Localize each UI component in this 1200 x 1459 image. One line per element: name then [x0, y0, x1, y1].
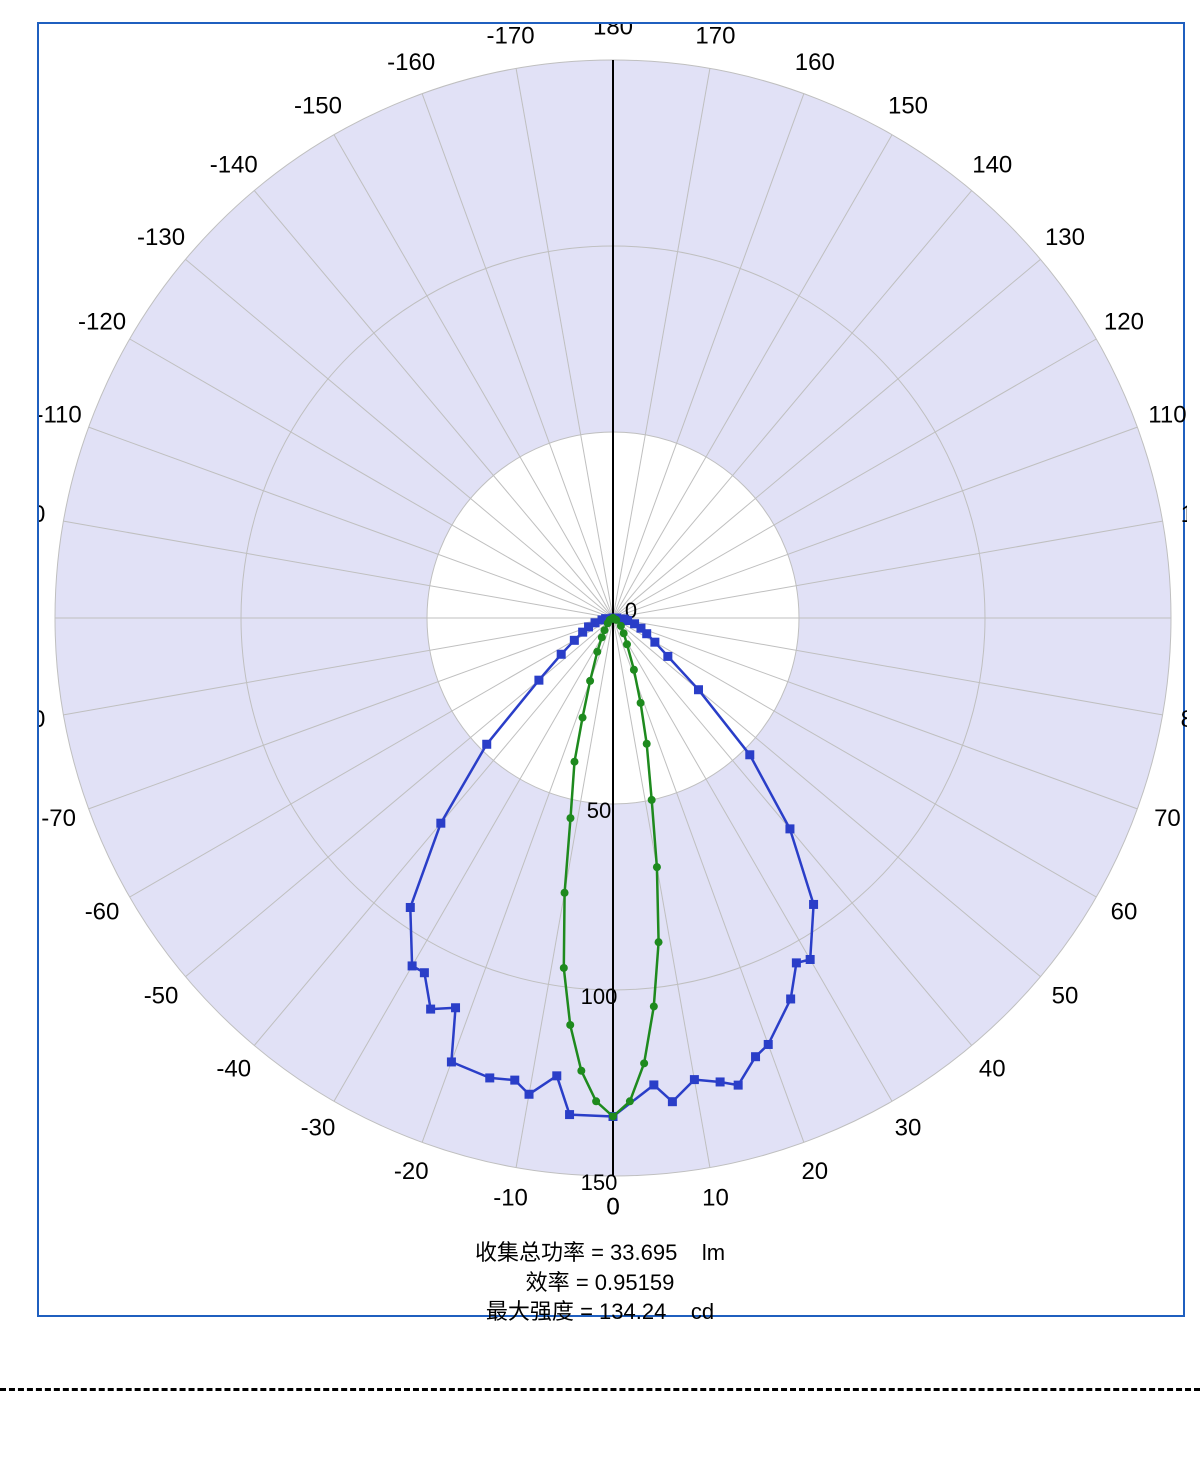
svg-text:-160: -160 [387, 49, 435, 76]
svg-text:60: 60 [1111, 898, 1138, 925]
info-sp [683, 1240, 695, 1265]
svg-text:-120: -120 [78, 308, 126, 335]
info-line-efficiency: 效率 = 0.95159 [0, 1268, 1200, 1298]
svg-text:170: 170 [695, 24, 735, 49]
svg-text:140: 140 [972, 151, 1012, 178]
svg-text:-20: -20 [394, 1158, 429, 1185]
info-value-efficiency: 0.95159 [595, 1270, 675, 1295]
svg-text:70: 70 [1154, 805, 1181, 832]
info-line-power: 收集总功率 = 33.695 lm [0, 1238, 1200, 1268]
info-sp [672, 1299, 684, 1324]
svg-text:40: 40 [979, 1055, 1006, 1082]
chart-frame: -170-160-150-140-130-120-11000080-70-60-… [37, 22, 1185, 1317]
info-line-maxintensity: 最大强度 = 134.24 cd [0, 1297, 1200, 1327]
info-value-power: 33.695 [610, 1240, 677, 1265]
info-label-maxintensity: 最大强度 [486, 1299, 574, 1324]
info-unit-maxintensity: cd [691, 1299, 714, 1324]
info-label-power: 收集总功率 [475, 1240, 585, 1265]
svg-text:100: 100 [581, 984, 618, 1009]
svg-text:-70: -70 [41, 805, 76, 832]
svg-text:80: 80 [39, 706, 45, 733]
svg-text:80: 80 [1181, 706, 1187, 733]
svg-text:150: 150 [888, 92, 928, 119]
svg-text:50: 50 [587, 798, 611, 823]
svg-text:120: 120 [1104, 308, 1144, 335]
polar-chart: -170-160-150-140-130-120-11000080-70-60-… [39, 24, 1187, 1319]
svg-text:20: 20 [801, 1158, 828, 1185]
info-value-maxintensity: 134.24 [599, 1299, 666, 1324]
info-eq: = [576, 1270, 595, 1295]
svg-text:00: 00 [39, 501, 45, 528]
svg-text:130: 130 [1045, 224, 1085, 251]
chart-info-block: 收集总功率 = 33.695 lm 效率 = 0.95159 最大强度 = 13… [0, 1238, 1200, 1327]
info-eq: = [580, 1299, 599, 1324]
info-unit-power: lm [702, 1240, 725, 1265]
page-root: -170-160-150-140-130-120-11000080-70-60-… [0, 0, 1200, 1459]
svg-text:-50: -50 [144, 983, 179, 1010]
svg-text:110: 110 [1148, 402, 1186, 429]
svg-text:-150: -150 [294, 92, 342, 119]
svg-text:-60: -60 [85, 898, 120, 925]
svg-text:160: 160 [795, 49, 835, 76]
svg-text:10: 10 [702, 1184, 729, 1211]
svg-text:-110: -110 [39, 402, 82, 429]
svg-text:-170: -170 [487, 24, 535, 49]
svg-text:180: 180 [593, 24, 633, 40]
svg-text:50: 50 [1052, 983, 1079, 1010]
info-eq: = [591, 1240, 610, 1265]
svg-text:150: 150 [581, 1170, 618, 1195]
svg-text:-130: -130 [137, 224, 185, 251]
svg-text:30: 30 [895, 1114, 922, 1141]
svg-text:-10: -10 [493, 1184, 528, 1211]
svg-text:-30: -30 [301, 1114, 336, 1141]
svg-text:10: 10 [1181, 501, 1187, 528]
svg-text:-40: -40 [216, 1055, 251, 1082]
svg-text:0: 0 [606, 1193, 619, 1220]
svg-text:-140: -140 [210, 151, 258, 178]
info-label-efficiency: 效率 [526, 1270, 570, 1295]
dashed-separator [0, 1388, 1200, 1391]
